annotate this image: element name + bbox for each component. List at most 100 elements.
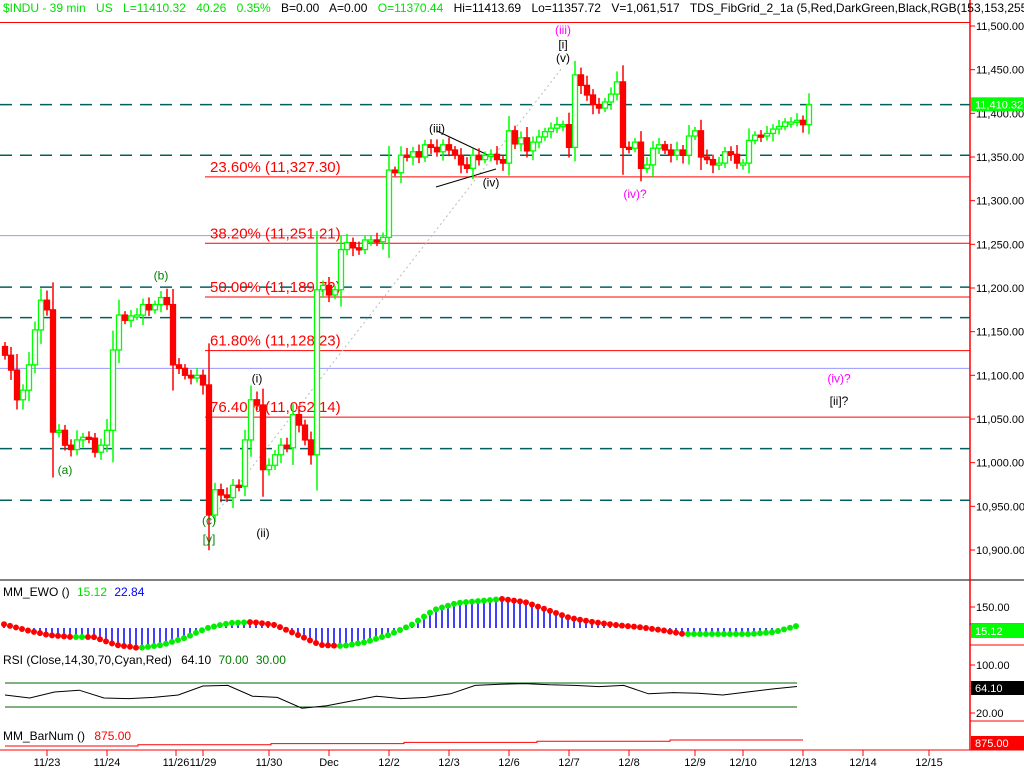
exchange: US	[96, 1, 113, 15]
ewo-dot	[337, 642, 343, 649]
ewo-dot	[469, 598, 475, 605]
ewo-value1: 15.12	[77, 585, 108, 599]
fib-level-label: 50.00% (11,189.72)	[210, 279, 341, 296]
candle-up	[763, 132, 771, 137]
ewo-dot	[349, 641, 355, 648]
candle-up	[73, 439, 81, 451]
ewo-dot	[79, 634, 85, 640]
candle-up	[631, 141, 639, 149]
ewo-dot	[229, 619, 235, 626]
candle-down	[163, 296, 171, 306]
candle-up	[361, 239, 369, 251]
ewo-dot	[205, 624, 211, 631]
ewo-dot	[223, 620, 229, 627]
candle-down	[259, 404, 267, 471]
ewo-dot	[487, 597, 493, 604]
candle-down	[175, 364, 183, 369]
ewo-dot	[751, 630, 757, 637]
ewo-dot	[721, 631, 727, 637]
ewo-dot	[343, 642, 349, 649]
candle-down	[13, 369, 21, 401]
candle-down	[577, 74, 585, 87]
ewo-dot	[763, 629, 769, 636]
time-tick-label: 12/9	[684, 757, 705, 768]
ewo-dot	[121, 643, 127, 650]
candle-up	[385, 169, 393, 238]
ewo-dot	[607, 621, 613, 628]
candle-up	[673, 149, 681, 156]
ewo-dot	[697, 631, 703, 637]
candle-up	[781, 121, 789, 128]
symbol: $INDU - 39 min	[3, 1, 86, 15]
ewo-dot	[133, 644, 139, 651]
candle-up	[649, 147, 657, 166]
last-price: L=11410.32	[123, 1, 186, 15]
fib-level-label: 38.20% (11,251.21)	[210, 225, 341, 242]
ewo-dot	[451, 600, 457, 607]
ewo-dot	[535, 603, 541, 610]
candle-up	[769, 128, 777, 135]
candle-up	[367, 239, 375, 243]
candle-up	[751, 134, 759, 142]
candle-down	[433, 146, 441, 153]
ewo-dot	[199, 627, 205, 634]
ewo-dot	[175, 637, 181, 644]
fib-grid: 23.60% (11,327.30) 38.20% (11,251.21) 50.0…	[0, 22, 970, 526]
candle-down	[451, 149, 459, 156]
ewo-dot	[301, 634, 307, 641]
barnum-line	[5, 739, 803, 747]
ewo-dot	[445, 602, 451, 609]
candle-up	[193, 374, 201, 379]
wave-label: (i)	[252, 371, 263, 385]
ewo-dot	[145, 643, 151, 650]
ewo-dot	[61, 633, 67, 640]
candle-down	[217, 489, 225, 496]
candle-down	[511, 130, 519, 145]
ewo-dot	[661, 627, 667, 634]
ewo-dot	[505, 596, 511, 603]
time-tick-label: 11/30	[256, 757, 283, 768]
ewo-dot	[619, 622, 625, 629]
price-tick-label: 10,950.00	[976, 501, 1024, 513]
ewo-dot	[667, 628, 673, 635]
wave-label: (iv)	[483, 176, 500, 190]
candle-up	[655, 144, 663, 149]
ewo-dot	[733, 631, 739, 637]
candle-down	[565, 124, 573, 149]
ewo-legend: MM_EWO () 15.12 22.84	[3, 585, 144, 599]
candle-up	[559, 124, 567, 128]
ewo-dot	[499, 596, 505, 603]
ewo-dot	[331, 642, 337, 649]
candle-up	[607, 93, 615, 103]
candle-down	[667, 149, 675, 156]
candle-up	[421, 144, 429, 158]
time-tick-label: 11/24	[94, 757, 121, 768]
candle-up	[439, 144, 447, 153]
candle-up	[805, 103, 813, 126]
candle-down	[121, 314, 129, 321]
candle-up	[553, 124, 561, 129]
candle-up	[211, 489, 219, 516]
candle-down	[427, 144, 435, 149]
ewo-dot	[415, 617, 421, 624]
wave-label: (iv)?	[623, 187, 647, 201]
ewo-dot	[577, 616, 583, 623]
candle-up	[265, 464, 273, 471]
study-name: TDS_FibGrid_2_1a (5,Red,DarkGreen,Black,…	[689, 1, 1024, 15]
ewo-dot	[769, 629, 775, 636]
barnum-title: MM_BarNum ()	[3, 729, 86, 743]
candle-down	[187, 374, 195, 379]
candle-up	[541, 131, 549, 138]
ewo-dot	[787, 624, 793, 631]
candle-up	[721, 151, 729, 164]
candle-up	[715, 162, 723, 166]
candle-down	[181, 367, 189, 376]
candle-down	[463, 164, 471, 169]
ewo-dot	[403, 624, 409, 631]
chart-header: $INDU - 39 min US L=11410.32 40.26 0.35%…	[3, 1, 1024, 15]
ewo-dot	[169, 638, 175, 645]
open: O=11370.44	[377, 1, 444, 15]
candle-down	[799, 119, 807, 126]
ewo-dot	[625, 623, 631, 630]
